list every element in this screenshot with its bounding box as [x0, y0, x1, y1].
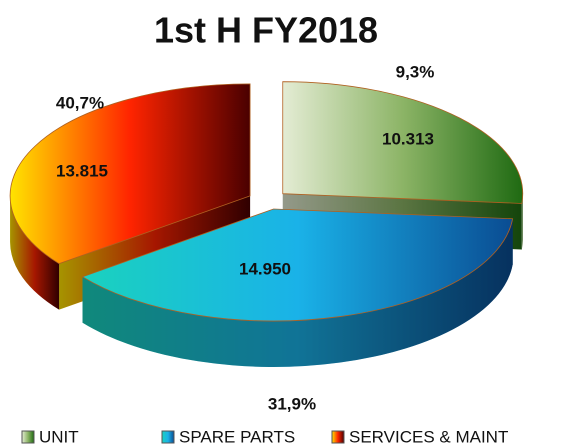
legend-swatch — [331, 430, 345, 444]
slice-side — [82, 218, 513, 367]
value-label: 14.950 — [239, 259, 291, 278]
percent-label: 40,7% — [56, 93, 104, 112]
slice-side-shade — [10, 195, 60, 310]
legend-item: UNIT — [21, 427, 79, 446]
legend-label: UNIT — [39, 427, 79, 446]
legend-label: SERVICES & MAINT — [349, 427, 508, 446]
slice-side-shade — [82, 218, 513, 367]
legend-item: SERVICES & MAINT — [331, 427, 508, 446]
slice — [81, 208, 514, 367]
chart-title: 1st H FY2018 — [154, 10, 378, 51]
slice-top — [9, 83, 251, 265]
slice-side-shade — [521, 193, 523, 250]
slice-top — [81, 208, 514, 322]
legend-label: SPARE PARTS — [179, 427, 295, 446]
legend-swatch — [161, 430, 175, 444]
slice-top — [282, 81, 524, 204]
legend-item: SPARE PARTS — [161, 427, 295, 446]
legend-swatch — [21, 430, 35, 444]
value-label: 10.313 — [382, 129, 434, 148]
slice-side — [521, 193, 523, 250]
percent-label: 9,3% — [396, 62, 435, 81]
percent-label: 31,9% — [268, 394, 316, 413]
value-label: 13.815 — [56, 161, 108, 180]
slice-side — [10, 195, 60, 310]
